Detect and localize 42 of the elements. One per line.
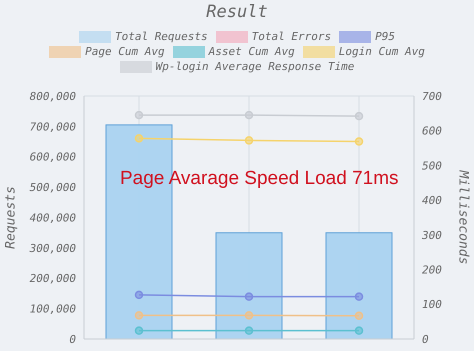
y-tick-label: 600,000 (30, 150, 76, 164)
y2-tick-label: 200 (422, 263, 442, 276)
y2-tick-label: 0 (422, 332, 429, 346)
point (134, 311, 144, 320)
y2-tick-label: 500 (422, 159, 442, 172)
legend-label: Wp-login Average Response Time (156, 60, 354, 73)
point (244, 311, 254, 320)
y-tick-label: 0 (69, 332, 76, 346)
point (134, 290, 144, 300)
legend-label: Asset Cum Avg (208, 45, 295, 58)
point (134, 110, 144, 120)
y2-tick-label: 300 (421, 228, 442, 242)
legend-label: Total Errors (252, 30, 332, 43)
y2-tick-label: 700 (422, 90, 442, 103)
y-tick-label: 300,000 (28, 242, 76, 255)
point (244, 326, 254, 335)
y2-tick-label: 400 (422, 194, 442, 208)
point (134, 134, 144, 143)
y-tick-label: 500,000 (30, 181, 76, 194)
y-tick-label: 700,000 (30, 120, 76, 134)
point (354, 326, 364, 335)
chart-title: Result (205, 1, 269, 24)
point (244, 136, 254, 145)
point (354, 311, 364, 320)
point (354, 137, 364, 146)
y-tick-label: 400,000 (30, 211, 76, 224)
y-tick-label: 800,000 (30, 90, 76, 103)
y2-tick-label: 600 (422, 124, 442, 138)
y2-axis-title: Milliseconds (455, 170, 470, 264)
point (354, 112, 364, 120)
y-axis-title: Requests (4, 186, 19, 249)
point (134, 326, 144, 335)
point (244, 292, 254, 301)
legend-label: Login Cum Avg (338, 45, 425, 58)
point (244, 110, 254, 120)
y-tick-label: 100,000 (30, 302, 76, 316)
legend-label: Page Cum Avg (85, 45, 165, 58)
legend-label: P95 (375, 30, 396, 43)
point (354, 292, 364, 301)
y-tick-label: 200,000 (30, 272, 76, 286)
legend-label: Total Requests (114, 30, 208, 43)
y2-tick-label: 100 (422, 298, 442, 312)
